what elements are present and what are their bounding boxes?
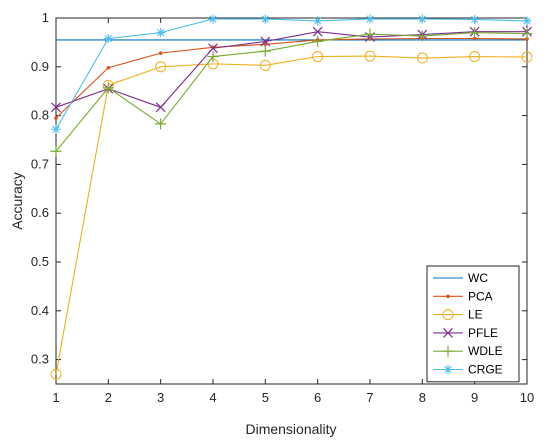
- data-point-le: [50, 368, 62, 380]
- series-line-le: [55, 55, 528, 375]
- series-crge: [51, 14, 532, 134]
- data-point-pfle: [155, 102, 166, 113]
- legend-marker: [442, 309, 454, 321]
- legend: WC PCA LE PFLE WDLE CRGE: [426, 265, 520, 383]
- legend-label: PFLE: [468, 326, 498, 340]
- legend-marker: [446, 294, 450, 299]
- data-point-pca: [158, 51, 163, 55]
- legend-marker: [442, 345, 454, 357]
- legend-label: WDLE: [468, 344, 503, 358]
- data-point-pfle: [51, 102, 61, 113]
- y-tick-label: 0.9: [31, 59, 49, 74]
- data-point-pca: [263, 42, 268, 47]
- data-point-crge: [103, 33, 113, 43]
- data-point-crge: [522, 16, 532, 26]
- data-point-pca: [106, 65, 111, 70]
- series-pca: [54, 36, 529, 120]
- data-point-wdle: [259, 45, 271, 57]
- legend-label: WC: [468, 271, 488, 285]
- data-point-le: [155, 61, 167, 73]
- y-tick-label: 0.3: [31, 352, 49, 367]
- legend-marker: [443, 365, 453, 374]
- data-point-le: [521, 51, 533, 63]
- series-wdle: [50, 27, 533, 157]
- data-point-pfle: [260, 36, 271, 47]
- data-point-pca: [472, 36, 477, 41]
- y-tick-label: 1: [42, 10, 49, 25]
- data-point-le: [469, 51, 481, 63]
- x-axis-title: Dimensionality: [245, 421, 336, 437]
- x-tick-label: 5: [262, 390, 269, 405]
- data-point-wdle: [102, 82, 114, 94]
- x-tick-label: 7: [366, 390, 373, 405]
- data-point-crge: [156, 28, 166, 38]
- data-point-crge: [365, 14, 375, 24]
- legend-item-crge: CRGE: [433, 363, 503, 377]
- data-point-wdle: [521, 28, 533, 40]
- data-point-wdle: [364, 28, 376, 40]
- data-point-pfle: [312, 26, 323, 37]
- legend-label: LE: [468, 308, 483, 322]
- data-point-wdle: [155, 118, 167, 130]
- data-point-le: [364, 50, 376, 62]
- y-tick-label: 0.8: [31, 108, 49, 123]
- legend-item-wc: WC: [433, 271, 488, 285]
- series-line-wdle: [55, 32, 528, 152]
- y-tick-label: 0.7: [31, 156, 49, 171]
- legend-label: PCA: [468, 289, 493, 303]
- data-point-crge: [417, 14, 427, 24]
- series-line-pca: [55, 37, 528, 119]
- y-tick-label: 0.6: [31, 205, 49, 220]
- series-line-crge: [55, 18, 528, 130]
- data-point-crge: [208, 14, 218, 24]
- legend-item-le: LE: [433, 308, 483, 322]
- legend-item-wdle: WDLE: [433, 344, 503, 358]
- x-tick-label: 8: [419, 390, 426, 405]
- data-point-crge: [51, 124, 61, 134]
- data-point-pca: [54, 116, 58, 120]
- data-point-wdle: [469, 27, 481, 39]
- x-tick-label: 10: [520, 390, 534, 405]
- series-le: [50, 50, 533, 380]
- legend-item-pfle: PFLE: [433, 326, 498, 340]
- x-tick-label: 4: [209, 390, 216, 405]
- y-tick-label: 0.5: [31, 254, 49, 269]
- data-point-pfle: [208, 43, 218, 54]
- data-point-wdle: [207, 51, 219, 63]
- data-point-wdle: [416, 30, 428, 42]
- data-point-crge: [313, 16, 323, 26]
- x-tick-label: 3: [157, 390, 164, 405]
- legend-marker: [443, 327, 453, 338]
- data-point-wdle: [50, 145, 62, 157]
- data-point-le: [312, 51, 324, 63]
- x-tick-label: 2: [105, 390, 112, 405]
- x-tick-label: 1: [52, 390, 59, 405]
- data-point-le: [259, 59, 271, 71]
- plot-area: 1 2 3 4 5 6 7 8 9 10 0.3 0.4 0.5 0.6 0.7 0.8 0.9 1: [31, 10, 534, 405]
- y-axis-title: Accuracy: [9, 172, 25, 230]
- legend-label: CRGE: [468, 363, 503, 377]
- x-tick-label: 6: [314, 390, 321, 405]
- series-line-pfle: [55, 31, 527, 108]
- legend-item-pca: PCA: [433, 289, 493, 303]
- y-tick-label: 0.4: [31, 303, 49, 318]
- data-point-wdle: [312, 35, 324, 47]
- legend-box: [426, 265, 520, 383]
- data-point-le: [416, 52, 428, 64]
- data-point-crge: [470, 14, 480, 24]
- data-point-crge: [260, 14, 270, 24]
- x-tick-label: 9: [471, 390, 478, 405]
